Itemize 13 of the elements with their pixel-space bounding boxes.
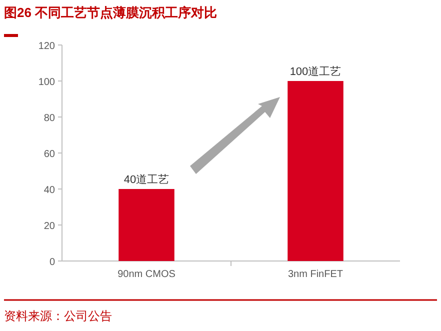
y-tick-label: 120 bbox=[38, 41, 56, 52]
y-tick-label: 0 bbox=[49, 257, 56, 268]
y-tick-label: 20 bbox=[44, 221, 56, 232]
data-label: 40道工艺 bbox=[124, 173, 170, 186]
y-tick-label: 100 bbox=[38, 77, 56, 88]
y-tick-label: 60 bbox=[44, 149, 56, 160]
x-tick-label: 90nm CMOS bbox=[118, 269, 176, 280]
text: 资料来源：公司公告 bbox=[4, 309, 112, 323]
y-tick-label: 40 bbox=[44, 185, 56, 196]
chart-title: 图26 不同工艺节点薄膜沉积工序对比 bbox=[4, 5, 218, 20]
y-tick-label: 80 bbox=[44, 113, 56, 124]
x-tick-label: 3nm FinFET bbox=[288, 269, 344, 280]
data-label: 100道工艺 bbox=[290, 65, 342, 78]
